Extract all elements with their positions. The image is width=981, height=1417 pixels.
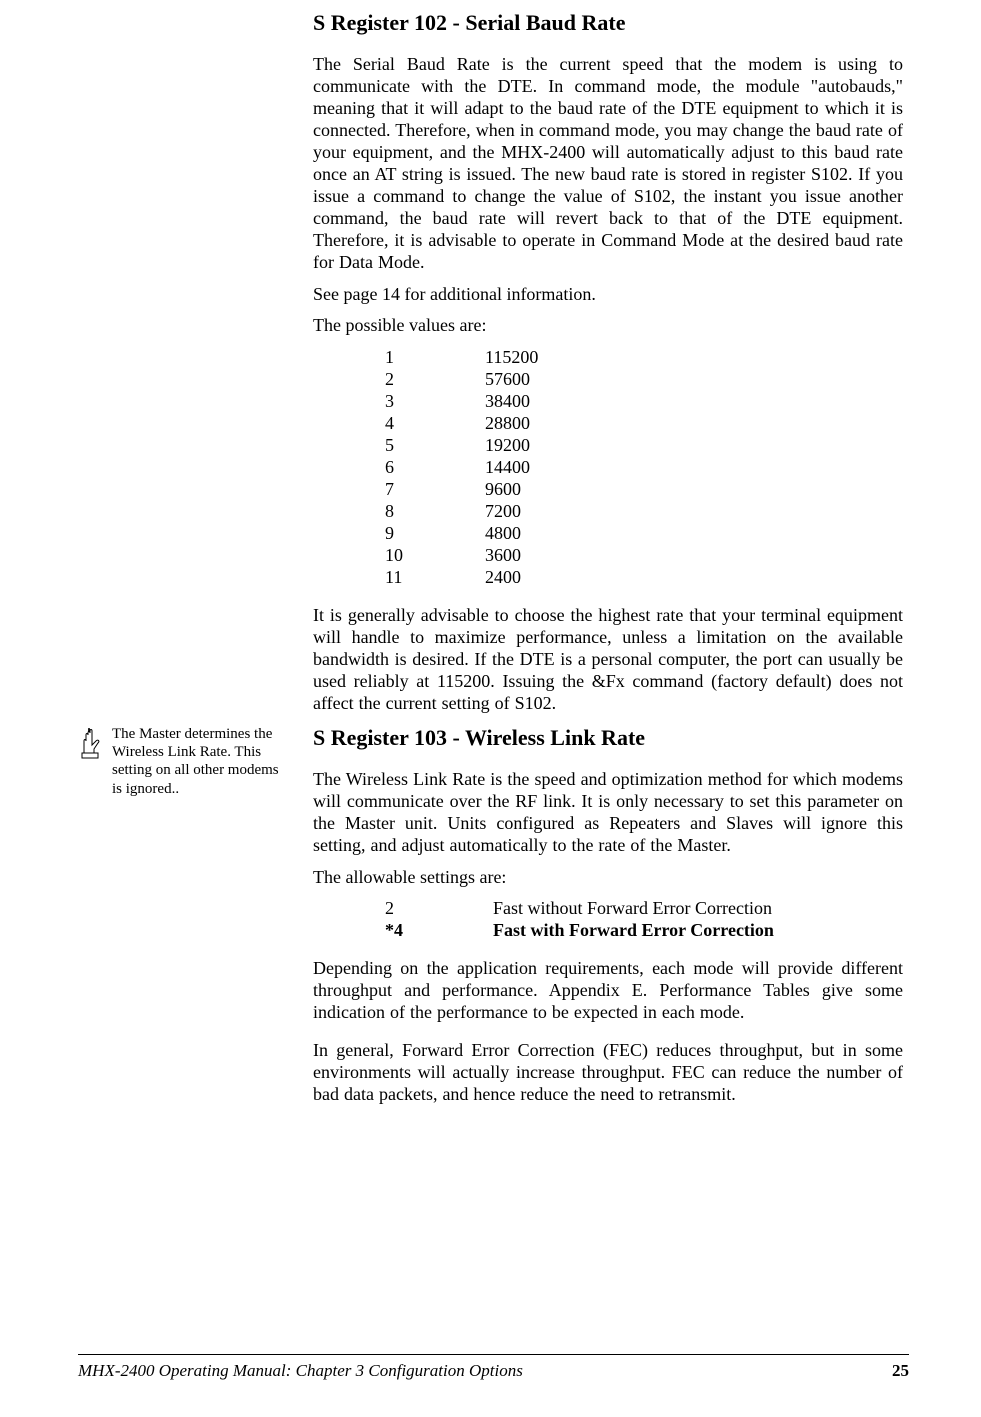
page: S Register 102 - Serial Baud Rate The Se…: [0, 0, 981, 1417]
setting-desc: Fast with Forward Error Correction: [493, 920, 903, 942]
baud-value: 19200: [485, 435, 530, 457]
link-settings-table: 2Fast without Forward Error Correction*4…: [385, 898, 903, 942]
s103-para-3: Depending on the application requirement…: [313, 958, 903, 1024]
table-row: 1115200: [385, 347, 903, 369]
baud-value: 9600: [485, 479, 521, 501]
table-row: 2Fast without Forward Error Correction: [385, 898, 903, 920]
sidenote-master-link-rate: The Master determines the Wireless Link …: [112, 725, 290, 798]
table-row: 614400: [385, 457, 903, 479]
table-row: 79600: [385, 479, 903, 501]
table-row: 87200: [385, 501, 903, 523]
table-row: 519200: [385, 435, 903, 457]
s103-para-1: The Wireless Link Rate is the speed and …: [313, 769, 903, 857]
baud-value: 57600: [485, 369, 530, 391]
baud-value: 14400: [485, 457, 530, 479]
baud-value: 7200: [485, 501, 521, 523]
setting-index: 2: [385, 898, 493, 920]
s102-para-3: The possible values are:: [313, 315, 903, 337]
s102-para-2: See page 14 for additional information.: [313, 284, 903, 306]
pointing-hand-icon: [80, 727, 106, 759]
main-content: S Register 102 - Serial Baud Rate The Se…: [313, 10, 903, 1116]
baud-value: 4800: [485, 523, 521, 545]
table-row: 94800: [385, 523, 903, 545]
s103-para-2: The allowable settings are:: [313, 867, 903, 889]
baud-index: 4: [385, 413, 485, 435]
table-row: 428800: [385, 413, 903, 435]
baud-value: 28800: [485, 413, 530, 435]
setting-desc: Fast without Forward Error Correction: [493, 898, 903, 920]
s103-para-4: In general, Forward Error Correction (FE…: [313, 1040, 903, 1106]
s102-para-1: The Serial Baud Rate is the current spee…: [313, 54, 903, 274]
baud-index: 2: [385, 369, 485, 391]
baud-value: 3600: [485, 545, 521, 567]
baud-index: 10: [385, 545, 485, 567]
s102-para-4: It is generally advisable to choose the …: [313, 605, 903, 715]
baud-value: 2400: [485, 567, 521, 589]
baud-value: 115200: [485, 347, 538, 369]
baud-index: 8: [385, 501, 485, 523]
baud-index: 1: [385, 347, 485, 369]
s103-heading: S Register 103 - Wireless Link Rate: [313, 725, 903, 751]
table-row: 103600: [385, 545, 903, 567]
table-row: 338400: [385, 391, 903, 413]
baud-index: 5: [385, 435, 485, 457]
baud-index: 11: [385, 567, 485, 589]
baud-index: 9: [385, 523, 485, 545]
s102-heading: S Register 102 - Serial Baud Rate: [313, 10, 903, 36]
baud-index: 3: [385, 391, 485, 413]
page-footer: MHX-2400 Operating Manual: Chapter 3 Con…: [78, 1354, 909, 1381]
table-row: *4Fast with Forward Error Correction: [385, 920, 903, 942]
baud-value: 38400: [485, 391, 530, 413]
footer-title: MHX-2400 Operating Manual: Chapter 3 Con…: [78, 1361, 523, 1381]
table-row: 257600: [385, 369, 903, 391]
table-row: 112400: [385, 567, 903, 589]
baud-index: 6: [385, 457, 485, 479]
baud-values-table: 1115200257600338400428800519200614400796…: [385, 347, 903, 588]
footer-page-number: 25: [892, 1361, 909, 1381]
baud-index: 7: [385, 479, 485, 501]
setting-index: *4: [385, 920, 493, 942]
